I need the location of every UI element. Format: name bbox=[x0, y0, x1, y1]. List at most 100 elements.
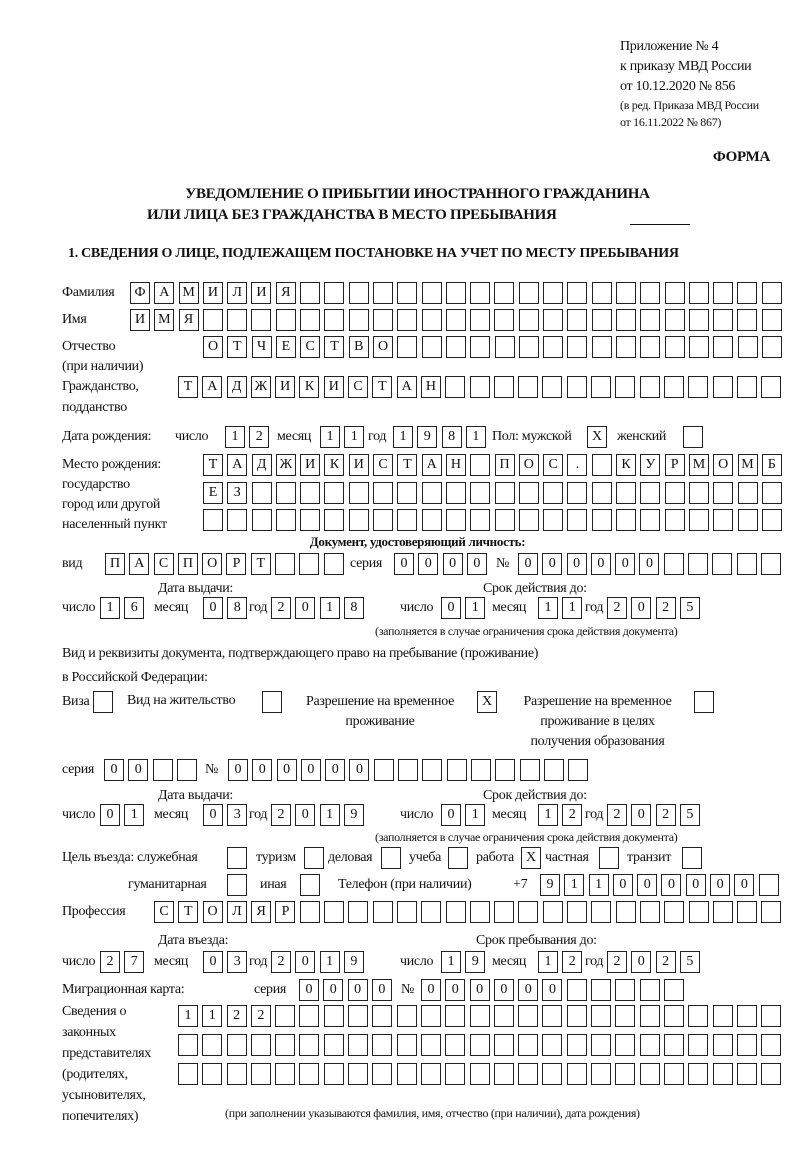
char-box[interactable]: 8 bbox=[227, 597, 248, 619]
char-box[interactable] bbox=[688, 482, 709, 504]
char-box[interactable] bbox=[591, 979, 612, 1001]
char-box[interactable] bbox=[567, 509, 588, 531]
char-box[interactable] bbox=[761, 482, 782, 504]
char-box[interactable]: 0 bbox=[639, 553, 660, 575]
char-box[interactable] bbox=[494, 336, 515, 358]
char-box[interactable] bbox=[445, 1034, 466, 1056]
char-box[interactable]: 0 bbox=[371, 979, 392, 1001]
char-box[interactable]: 2 bbox=[607, 951, 627, 973]
char-box[interactable] bbox=[591, 482, 612, 504]
purpose-tourism-checkbox[interactable] bbox=[304, 847, 324, 869]
char-box[interactable] bbox=[567, 901, 588, 923]
char-box[interactable] bbox=[758, 874, 779, 896]
char-box[interactable] bbox=[688, 309, 709, 331]
char-box[interactable]: Р bbox=[275, 901, 296, 923]
char-box[interactable]: 1 bbox=[319, 951, 340, 973]
char-box[interactable]: 0 bbox=[295, 804, 316, 826]
char-box[interactable] bbox=[616, 482, 637, 504]
char-box[interactable]: Т bbox=[324, 336, 345, 358]
char-box[interactable] bbox=[737, 509, 758, 531]
char-box[interactable]: А bbox=[421, 454, 442, 476]
char-box[interactable] bbox=[640, 309, 661, 331]
char-box[interactable] bbox=[616, 509, 637, 531]
char-box[interactable]: Ф bbox=[130, 282, 150, 304]
char-box[interactable] bbox=[251, 309, 272, 331]
char-box[interactable] bbox=[470, 309, 491, 331]
char-box[interactable] bbox=[348, 901, 369, 923]
char-box[interactable] bbox=[448, 847, 468, 869]
char-box[interactable] bbox=[470, 509, 491, 531]
char-box[interactable]: 2 bbox=[607, 597, 627, 619]
char-box[interactable]: 0 bbox=[631, 597, 652, 619]
char-box[interactable]: Я bbox=[178, 309, 199, 331]
char-box[interactable] bbox=[420, 1063, 441, 1085]
char-box[interactable]: 0 bbox=[518, 553, 538, 575]
char-box[interactable]: 9 bbox=[343, 804, 364, 826]
char-box[interactable] bbox=[494, 901, 515, 923]
char-box[interactable] bbox=[543, 509, 564, 531]
char-box[interactable] bbox=[300, 874, 320, 896]
char-box[interactable] bbox=[682, 847, 702, 869]
char-box[interactable]: С bbox=[154, 901, 174, 923]
char-box[interactable]: 2 bbox=[271, 804, 291, 826]
char-box[interactable] bbox=[299, 1034, 320, 1056]
char-box[interactable]: 0 bbox=[631, 804, 652, 826]
char-box[interactable] bbox=[761, 309, 782, 331]
char-box[interactable] bbox=[299, 1005, 320, 1027]
char-box[interactable]: 9 bbox=[540, 874, 560, 896]
temp-residence-checkbox[interactable]: X bbox=[477, 691, 497, 713]
char-box[interactable] bbox=[566, 376, 587, 398]
char-box[interactable] bbox=[518, 1034, 539, 1056]
char-box[interactable]: 1 bbox=[538, 951, 558, 973]
char-box[interactable] bbox=[251, 482, 272, 504]
char-box[interactable]: Р bbox=[664, 454, 685, 476]
char-box[interactable] bbox=[688, 336, 709, 358]
char-box[interactable] bbox=[445, 336, 466, 358]
char-box[interactable] bbox=[591, 1063, 612, 1085]
char-box[interactable]: М bbox=[178, 282, 199, 304]
char-box[interactable] bbox=[591, 336, 612, 358]
char-box[interactable]: 0 bbox=[203, 597, 223, 619]
char-box[interactable] bbox=[493, 1063, 514, 1085]
char-box[interactable]: К bbox=[299, 376, 320, 398]
char-box[interactable] bbox=[422, 759, 443, 781]
char-box[interactable] bbox=[591, 1005, 612, 1027]
char-box[interactable]: 9 bbox=[417, 426, 438, 448]
char-box[interactable] bbox=[664, 309, 685, 331]
char-box[interactable] bbox=[615, 1034, 636, 1056]
char-box[interactable]: С bbox=[348, 376, 369, 398]
char-box[interactable] bbox=[227, 309, 248, 331]
char-box[interactable] bbox=[518, 1005, 539, 1027]
char-box[interactable] bbox=[494, 282, 515, 304]
char-box[interactable] bbox=[663, 979, 684, 1001]
char-box[interactable]: 3 bbox=[227, 951, 248, 973]
char-box[interactable] bbox=[397, 282, 418, 304]
char-box[interactable]: М bbox=[154, 309, 175, 331]
char-box[interactable]: X bbox=[521, 847, 541, 869]
char-box[interactable] bbox=[736, 1005, 757, 1027]
char-box[interactable] bbox=[494, 509, 515, 531]
char-box[interactable]: Е bbox=[275, 336, 296, 358]
char-box[interactable] bbox=[372, 1063, 393, 1085]
char-box[interactable]: И bbox=[323, 376, 344, 398]
char-box[interactable] bbox=[469, 1034, 490, 1056]
char-box[interactable] bbox=[445, 1005, 466, 1027]
char-box[interactable]: 0 bbox=[104, 759, 124, 781]
char-box[interactable]: 1 bbox=[320, 426, 340, 448]
birthplace-field[interactable] bbox=[203, 509, 782, 531]
char-box[interactable] bbox=[178, 1063, 198, 1085]
char-box[interactable] bbox=[712, 1063, 733, 1085]
char-box[interactable] bbox=[446, 759, 467, 781]
char-box[interactable]: И bbox=[275, 376, 296, 398]
char-box[interactable]: 8 bbox=[441, 426, 462, 448]
char-box[interactable]: 5 bbox=[679, 804, 700, 826]
char-box[interactable] bbox=[736, 553, 757, 575]
char-box[interactable] bbox=[300, 309, 321, 331]
